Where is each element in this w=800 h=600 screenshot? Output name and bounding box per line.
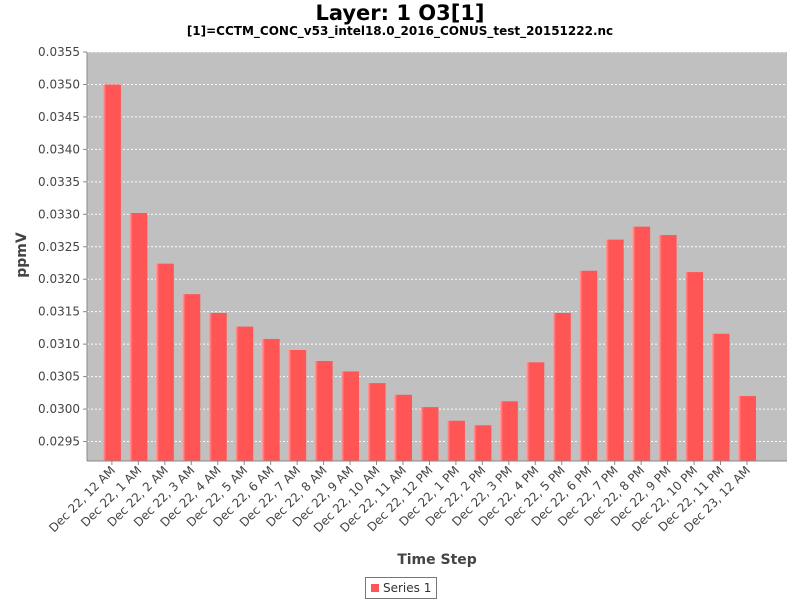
y-tick-label: 0.0345 [38, 110, 80, 124]
bar [261, 338, 280, 461]
bar [393, 394, 412, 461]
grid-layer [87, 51, 787, 443]
bar [473, 425, 492, 461]
x-axis-title: Time Step [397, 552, 477, 568]
chart-subtitle: [1]=CCTM_CONC_v53_intel18.0_2016_CONUS_t… [186, 24, 614, 38]
y-tick-label: 0.0355 [38, 45, 80, 59]
y-axis-title: ppmV [14, 232, 30, 278]
bar [579, 270, 598, 461]
bar [420, 407, 439, 461]
y-tick-label: 0.0295 [38, 435, 80, 449]
y-tick-label: 0.0350 [38, 77, 80, 91]
chart-title: Layer: 1 O3[1] [315, 1, 485, 25]
bar-layer [102, 84, 756, 461]
bar [499, 401, 518, 461]
y-tick-label: 0.0315 [38, 305, 80, 319]
y-tick-label: 0.0300 [38, 402, 80, 416]
bar [288, 349, 307, 461]
y-tick-label: 0.0320 [38, 272, 80, 286]
bar [605, 239, 624, 461]
y-tick-label: 0.0305 [38, 370, 80, 384]
bar [552, 312, 571, 461]
legend-label-series-1: Series 1 [383, 581, 432, 595]
bar [155, 263, 174, 461]
bar [685, 272, 704, 461]
y-tick-label: 0.0335 [38, 175, 80, 189]
legend-swatch-series-1 [371, 584, 379, 592]
bar [367, 383, 386, 461]
bar [632, 226, 651, 461]
bar [711, 333, 730, 461]
bar [129, 213, 148, 461]
y-tick-label: 0.0325 [38, 240, 80, 254]
bar [446, 420, 465, 461]
y-tick-label: 0.0330 [38, 207, 80, 221]
bar [526, 362, 545, 461]
bar [102, 84, 121, 461]
legend: Series 1 [365, 577, 438, 599]
axis-layer: 0.0295 0.0300 0.0305 0.0310 0.0315 0.0320 0.03… [38, 45, 787, 535]
bar [182, 294, 201, 461]
bar [658, 235, 677, 461]
bar [738, 396, 756, 461]
bar [235, 326, 254, 461]
bar [341, 371, 360, 461]
bar [314, 361, 333, 461]
y-tick-label: 0.0310 [38, 337, 80, 351]
bar [208, 312, 227, 461]
y-tick-label: 0.0340 [38, 142, 80, 156]
